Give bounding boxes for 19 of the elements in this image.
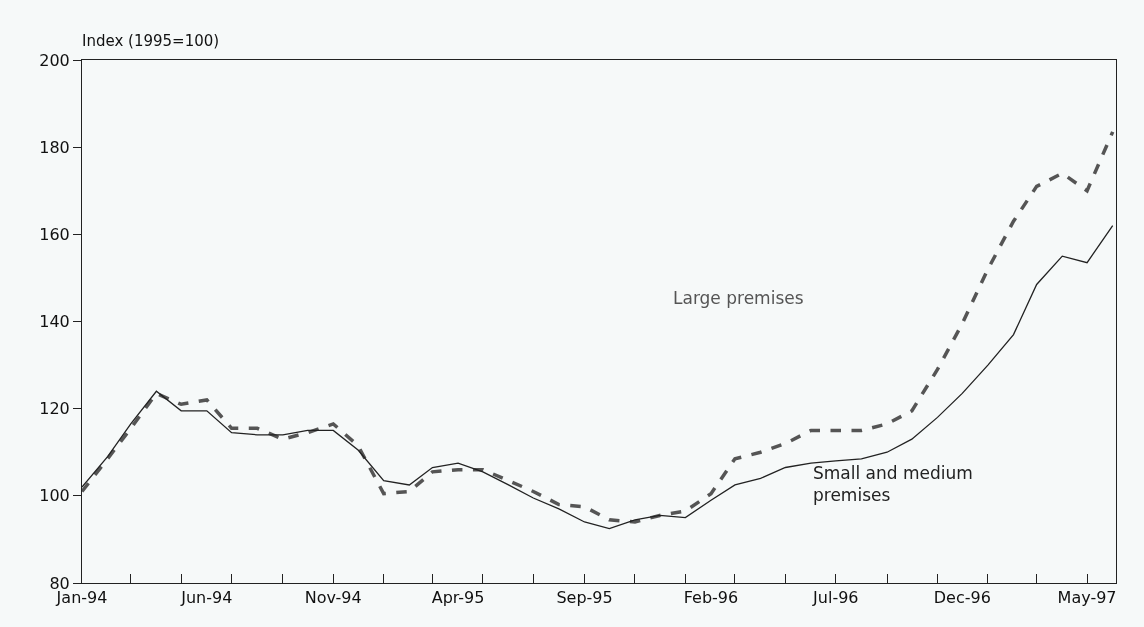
x-tick-label: Jul-96 xyxy=(812,588,859,608)
y-tick-label: 140 xyxy=(39,312,70,332)
x-tick-label: Jan-94 xyxy=(55,588,108,608)
x-tick-label: May-97 xyxy=(1057,588,1117,608)
text: Large premises xyxy=(673,288,804,308)
y-tick-label: 120 xyxy=(39,399,70,419)
series-label: Small and medium premises xyxy=(813,463,973,506)
y-axis-title: Index (1995=100) xyxy=(82,32,220,50)
y-tick-label: 180 xyxy=(39,137,70,157)
line-series xyxy=(82,130,1115,524)
y-tick-label: 160 xyxy=(39,224,70,244)
y-tick-label: 200 xyxy=(39,50,70,70)
y-tick-label: 100 xyxy=(39,486,70,506)
x-tick-label: Sep-95 xyxy=(556,588,613,608)
x-tick-label: Dec-96 xyxy=(933,588,991,608)
x-tick-label: Feb-96 xyxy=(683,588,739,608)
x-tick-label: Nov-94 xyxy=(304,588,362,608)
x-tick-label: Jun-94 xyxy=(180,588,233,608)
x-tick-label: Apr-95 xyxy=(431,588,485,608)
